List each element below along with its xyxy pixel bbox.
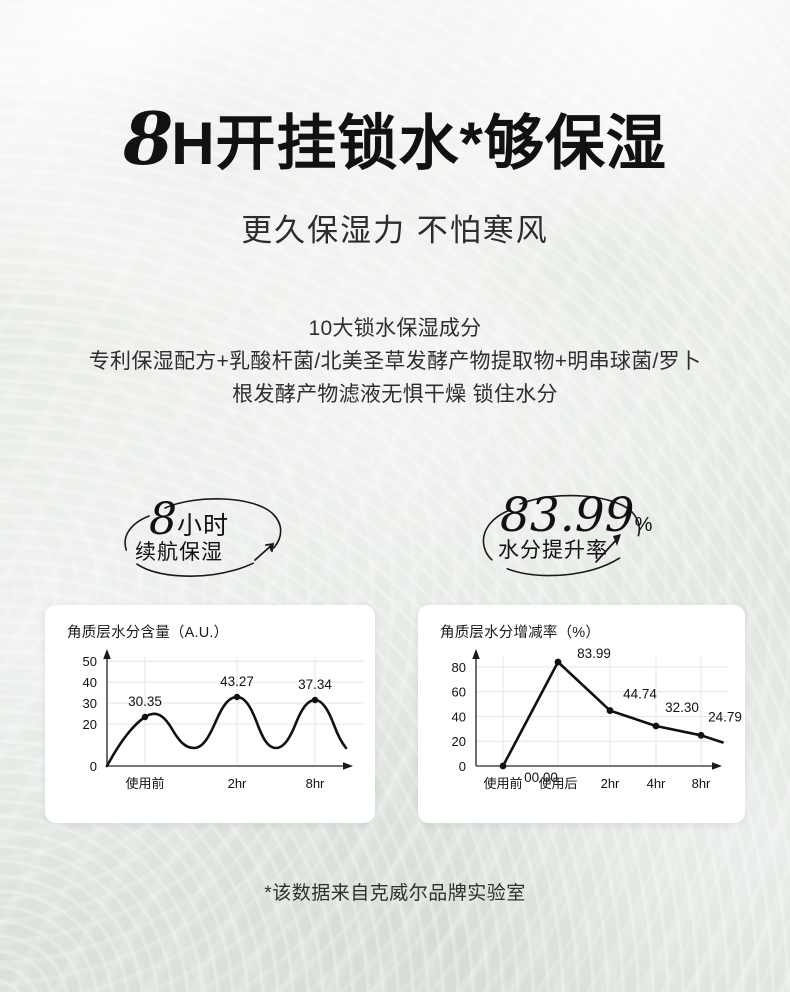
- circle-arrow-icon: [482, 494, 641, 577]
- headline-number: 8: [123, 96, 173, 181]
- svg-text:40: 40: [452, 709, 466, 724]
- svg-text:4hr: 4hr: [647, 776, 666, 791]
- chart-y-ticks: 0 20 30 40 50: [83, 654, 97, 774]
- svg-text:0: 0: [459, 759, 466, 774]
- ingredients-block: 10大锁水保湿成分 专利保湿配方+乳酸杆菌/北美圣草发酵产物提取物+明串球菌/罗…: [40, 312, 750, 411]
- page-headline: 8H开挂锁水*够保湿: [0, 103, 790, 175]
- chart-data-labels: 30.35 43.27 37.34: [128, 674, 332, 709]
- chart-data-labels: 00.00 83.99 44.74 32.30 24.79: [524, 646, 742, 785]
- svg-text:32.30: 32.30: [665, 700, 699, 715]
- svg-text:2hr: 2hr: [601, 776, 620, 791]
- chart-y-ticks: 0 20 40 60 80: [452, 660, 466, 774]
- svg-text:30: 30: [83, 696, 97, 711]
- svg-text:80: 80: [452, 660, 466, 675]
- ingredients-line-1: 10大锁水保湿成分: [308, 317, 482, 340]
- chart-line-tail: [699, 734, 724, 744]
- svg-text:20: 20: [452, 734, 466, 749]
- ingredients-line-3: 根发酵产物滤液无惧干燥 锁住水分: [232, 383, 558, 406]
- svg-text:50: 50: [83, 654, 97, 669]
- callout-duration-number: 8: [149, 494, 177, 545]
- chart-x-labels: 使用前 使用后 2hr 4hr 8hr: [483, 776, 711, 791]
- page-subheadline: 更久保湿力 不怕寒风: [241, 213, 549, 248]
- svg-text:00.00: 00.00: [524, 770, 558, 785]
- chart-water-content: 0 20 30 40 50 30.35 43.27 37.34 使用前 2hr 8hr: [83, 649, 363, 791]
- svg-text:37.34: 37.34: [298, 677, 332, 692]
- chart-x-labels: 使用前 2hr 8hr: [125, 776, 325, 791]
- callout-duration-label: 续航保湿: [135, 541, 223, 564]
- callout-moisture-label: 水分提升率: [498, 539, 608, 562]
- chart-data-points: [499, 658, 705, 770]
- chart-title-water-change: 角质层水分增减率（%）: [440, 625, 601, 641]
- ingredients-line-2: 专利保湿配方+乳酸杆菌/北美圣草发酵产物提取物+明串球菌/罗卜: [88, 350, 702, 373]
- svg-text:0: 0: [90, 759, 97, 774]
- svg-text:44.74: 44.74: [623, 687, 657, 702]
- callout-duration-unit: 小时: [177, 512, 230, 540]
- callout-duration: 8小时 续航保湿: [105, 492, 335, 584]
- svg-text:使用后: 使用后: [538, 776, 577, 791]
- svg-text:8hr: 8hr: [692, 776, 711, 791]
- callout-duration-value: 8小时: [149, 498, 229, 542]
- svg-text:使用前: 使用前: [125, 776, 164, 791]
- chart-axes: [103, 649, 353, 770]
- footnote: *该数据来自克威尔品牌实验室: [264, 883, 526, 904]
- headline-text: H开挂锁水*够保湿: [171, 110, 667, 177]
- svg-text:43.27: 43.27: [220, 674, 254, 689]
- callout-moisture-rate: 83.99% 水分提升率: [468, 490, 698, 582]
- svg-text:83.99: 83.99: [577, 646, 611, 661]
- chart-data-points: [141, 693, 319, 721]
- callout-moisture-number: 83.99: [500, 488, 635, 543]
- chart-gridlines: [107, 657, 363, 766]
- chart-card-water-content: 角质层水分含量（A.U.） 0 20 30 40 50 30.35 43.27 37.34 …: [45, 605, 375, 823]
- svg-text:2hr: 2hr: [228, 776, 247, 791]
- circle-arrow-icon: [124, 498, 282, 577]
- chart-water-change: 020406080 00.0083.9944.7432.3024.79 使用前使…: [452, 646, 742, 791]
- svg-text:24.79: 24.79: [708, 709, 742, 724]
- chart-gridlines: [476, 657, 728, 766]
- chart-card-water-change: 角质层水分增减率（%） 0 20 40 60 80 00.00 83.99 44.74 32.…: [418, 605, 745, 823]
- svg-text:30.35: 30.35: [128, 694, 162, 709]
- chart-axes: [472, 649, 722, 770]
- chart-title-water-content: 角质层水分含量（A.U.）: [67, 625, 229, 641]
- svg-text:60: 60: [452, 685, 466, 700]
- callout-moisture-unit: %: [634, 514, 653, 536]
- svg-text:使用前: 使用前: [483, 776, 522, 791]
- svg-text:8hr: 8hr: [306, 776, 325, 791]
- svg-text:40: 40: [83, 675, 97, 690]
- callout-moisture-value: 83.99%: [500, 492, 652, 539]
- svg-text:20: 20: [83, 717, 97, 732]
